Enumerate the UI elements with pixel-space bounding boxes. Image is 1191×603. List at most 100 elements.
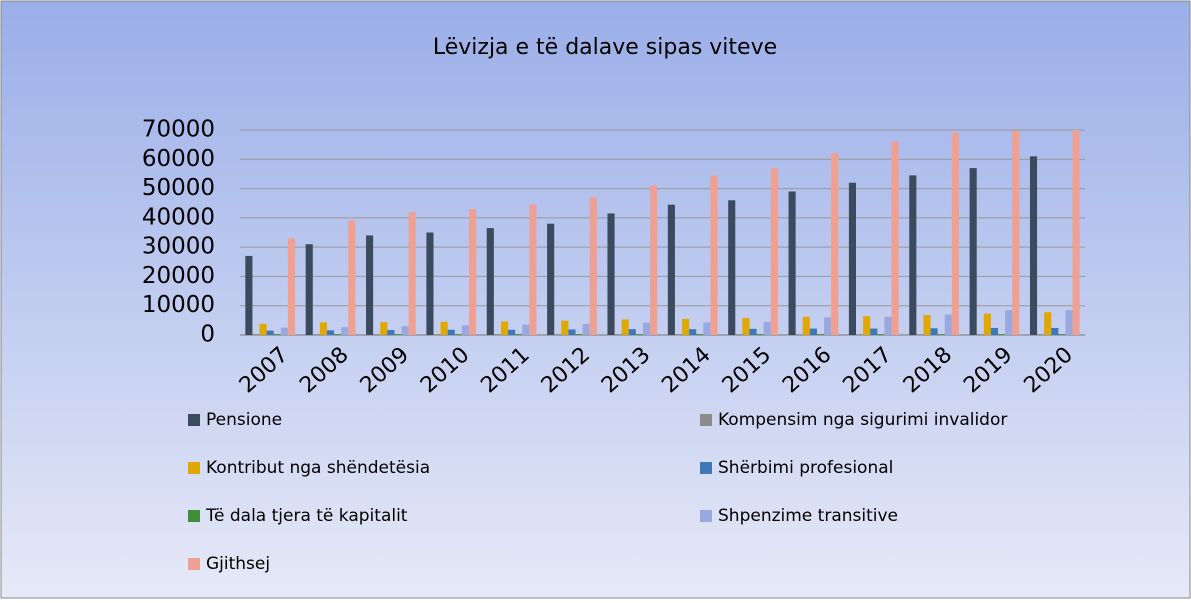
bar <box>447 329 455 335</box>
bar <box>1051 327 1059 335</box>
bar <box>1065 310 1073 335</box>
bar <box>809 328 817 335</box>
bar <box>990 327 999 335</box>
legend-label: Kontribut nga shëndetësia <box>206 458 430 478</box>
chart-title: Lëvizja e të dalave sipas viteve <box>433 35 777 60</box>
bar <box>1044 312 1052 335</box>
bar <box>287 238 296 335</box>
bar <box>522 324 530 335</box>
y-tick-label: 10000 <box>142 292 215 318</box>
bar <box>554 334 562 335</box>
legend-swatch <box>188 462 200 474</box>
legend-label: Shërbimi profesional <box>718 458 893 478</box>
bar <box>1029 156 1038 335</box>
y-tick-label: 30000 <box>142 234 215 260</box>
bar <box>380 322 388 335</box>
y-tick-label: 50000 <box>142 175 215 201</box>
bar <box>373 334 381 335</box>
bar <box>568 329 576 335</box>
bar <box>756 334 764 335</box>
bar <box>674 334 683 335</box>
bar <box>408 212 416 335</box>
bar <box>831 153 839 335</box>
bar <box>614 334 622 335</box>
bar <box>348 220 356 335</box>
bar <box>983 313 991 335</box>
bar <box>696 334 704 335</box>
legend-swatch <box>700 462 712 474</box>
bar <box>710 175 718 335</box>
bar <box>749 328 757 335</box>
bar <box>394 334 402 335</box>
bar <box>824 317 832 335</box>
bar <box>259 323 267 335</box>
bar <box>1012 130 1020 335</box>
bar <box>500 321 509 335</box>
bar <box>763 321 771 335</box>
bar <box>575 334 583 335</box>
legend-label: Gjithsej <box>206 554 270 574</box>
bar <box>689 329 697 335</box>
bar <box>334 334 342 335</box>
bar <box>1058 334 1066 335</box>
bar <box>266 330 274 335</box>
bar <box>650 185 658 335</box>
bar <box>561 320 569 335</box>
bar <box>486 228 494 335</box>
bar <box>1005 310 1013 335</box>
legend-swatch <box>188 414 200 426</box>
bar <box>998 334 1006 335</box>
bar <box>493 334 501 335</box>
y-tick-label: 0 <box>200 322 215 348</box>
bar <box>312 334 320 335</box>
y-tick-label: 70000 <box>142 117 215 143</box>
y-tick-label: 60000 <box>142 146 215 172</box>
bar <box>884 316 892 335</box>
bar <box>273 334 281 335</box>
bar <box>770 168 778 335</box>
bar <box>735 334 743 335</box>
bar <box>280 327 288 335</box>
bar <box>529 204 537 335</box>
bar <box>433 334 441 335</box>
bar <box>951 132 959 335</box>
bar <box>252 334 260 335</box>
bar <box>366 235 374 335</box>
bar <box>816 334 825 335</box>
bar <box>863 316 871 335</box>
bar <box>607 213 615 335</box>
bar <box>245 255 253 335</box>
bar <box>635 334 643 335</box>
bar <box>937 334 945 335</box>
bar <box>305 244 313 335</box>
bar <box>1037 334 1045 335</box>
bar <box>1072 130 1080 335</box>
y-tick-label: 40000 <box>142 204 215 230</box>
legend-label: Kompensim nga sigurimi invalidor <box>718 410 1007 430</box>
legend-swatch <box>188 558 200 570</box>
bar <box>682 318 690 335</box>
bar <box>877 334 885 335</box>
bar <box>703 322 711 335</box>
bar <box>508 329 516 335</box>
bar <box>923 315 931 335</box>
bar <box>547 223 555 335</box>
bar <box>515 334 523 335</box>
bar <box>454 334 462 335</box>
bar <box>461 325 470 335</box>
bar <box>976 334 984 335</box>
bar <box>621 319 629 335</box>
bar <box>387 330 395 335</box>
bar <box>589 197 597 335</box>
bar <box>802 316 810 335</box>
bar <box>319 322 327 335</box>
bar <box>742 318 750 335</box>
legend-swatch <box>700 510 712 522</box>
legend-label: Shpenzime transitive <box>718 506 898 526</box>
bar <box>916 334 924 335</box>
legend-label: Pensione <box>206 410 282 430</box>
bar <box>440 321 448 335</box>
bar <box>848 182 856 335</box>
bar <box>788 191 796 335</box>
